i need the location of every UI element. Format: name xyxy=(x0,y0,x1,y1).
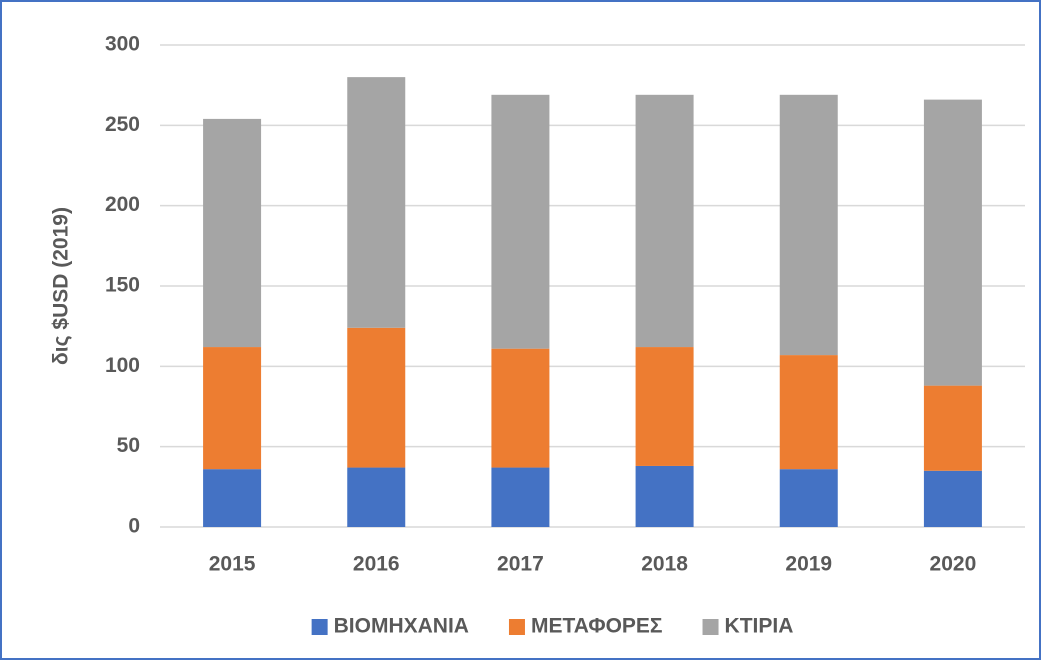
y-tick-label: 100 xyxy=(105,354,140,377)
bar-segment xyxy=(923,470,982,527)
bar-segment xyxy=(635,347,694,466)
legend-swatch xyxy=(311,619,328,635)
bar-segment xyxy=(347,327,406,468)
bar-segment xyxy=(347,467,406,527)
bar-segment xyxy=(779,355,838,470)
x-tick-label: 2019 xyxy=(785,553,832,576)
legend-label: ΚΤΙΡΙΑ xyxy=(725,615,794,638)
y-tick-label: 150 xyxy=(105,274,140,297)
legend-label: ΜΕΤΑΦΟΡΕΣ xyxy=(531,615,663,638)
bar-segment xyxy=(923,99,982,386)
x-tick-label: 2016 xyxy=(353,553,400,576)
bar-segment xyxy=(203,469,262,527)
bar-segment xyxy=(347,77,406,328)
y-tick-label: 50 xyxy=(117,434,140,457)
x-tick-label: 2017 xyxy=(497,553,544,576)
bar-segment xyxy=(635,465,694,527)
bar-segment xyxy=(203,118,262,348)
y-tick-label: 200 xyxy=(105,193,140,216)
legend-swatch xyxy=(702,619,719,635)
y-axis-label: δις $USD (2019) xyxy=(50,207,73,365)
x-tick-label: 2020 xyxy=(930,553,977,576)
bar-segment xyxy=(635,94,694,348)
bar-segment xyxy=(779,94,838,356)
x-tick-label: 2018 xyxy=(641,553,688,576)
legend-swatch xyxy=(508,619,525,635)
bar-segment xyxy=(923,385,982,471)
bar-segment xyxy=(203,347,262,470)
x-tick-label: 2015 xyxy=(209,553,256,576)
legend-label: ΒΙΟΜΗΧΑΝΙΑ xyxy=(334,615,469,638)
y-tick-label: 0 xyxy=(128,515,140,538)
bar-segment xyxy=(491,467,550,527)
bar-segment xyxy=(779,469,838,527)
y-tick-label: 250 xyxy=(105,113,140,136)
y-tick-label: 300 xyxy=(105,33,140,56)
bar-segment xyxy=(491,348,550,468)
bar-segment xyxy=(491,94,550,349)
